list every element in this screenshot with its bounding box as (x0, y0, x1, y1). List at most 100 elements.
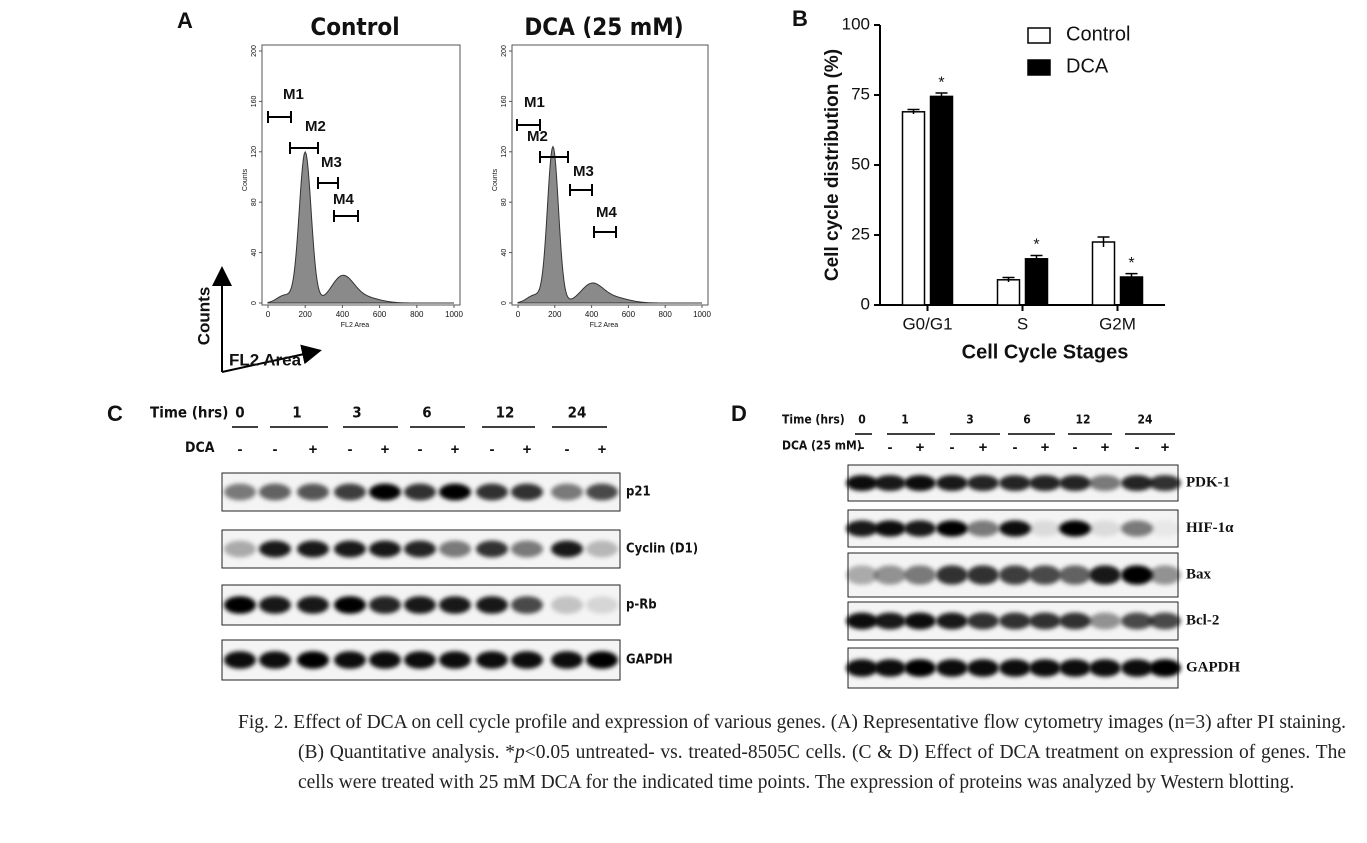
gate-marker (539, 151, 569, 163)
treatment-sign: + (381, 441, 390, 458)
y-tick-label: 120 (501, 146, 508, 158)
x-tick-label: 800 (410, 310, 424, 319)
y-tick-label: 40 (251, 249, 258, 257)
panel-label: A (177, 8, 193, 33)
y-tick-label: 25 (851, 224, 870, 243)
treatment-label: DCA (25 mM) (782, 439, 862, 453)
blot-band (511, 540, 543, 558)
legend-label: DCA (1066, 55, 1109, 77)
blot-band (1149, 565, 1181, 585)
blot-band (551, 540, 583, 558)
x-tick-label: G0/G1 (902, 314, 952, 333)
treatment-sign: - (565, 441, 570, 458)
gate-marker (333, 210, 359, 222)
blot-band (1149, 612, 1181, 630)
blot-band (904, 659, 936, 677)
significance-mark: * (1033, 237, 1039, 254)
y-tick-label: 120 (251, 146, 258, 158)
time-point: 12 (496, 404, 515, 422)
error-bar (1097, 236, 1110, 248)
x-tick-label: 0 (516, 310, 521, 319)
protein-label: GAPDH (1186, 659, 1240, 675)
x-tick-label: 600 (622, 310, 636, 319)
blot-band (511, 483, 543, 501)
time-point: 1 (292, 404, 301, 422)
blot-band (846, 475, 878, 491)
blot-band (874, 520, 906, 537)
time-label: Time (hrs) (782, 413, 845, 427)
blot-band (936, 520, 968, 537)
blot-band (874, 475, 906, 491)
y-tick-label: 0 (861, 294, 870, 313)
x-axis-label: FL2 Area (590, 322, 619, 329)
bar (1119, 276, 1144, 306)
y-tick-label: 50 (851, 154, 870, 173)
x-tick-label: 800 (659, 310, 673, 319)
plot-title: Control (310, 13, 399, 41)
blot-band (999, 659, 1031, 677)
x-tick-label: 400 (336, 310, 350, 319)
blot-band (967, 565, 999, 585)
protein-label: Bax (1186, 566, 1212, 582)
caption-text: <0.05 untreated- vs. treated-8505C cells… (298, 742, 1346, 793)
blot-band (511, 651, 543, 669)
y-tick-label: 40 (501, 249, 508, 257)
treatment-sign: + (1101, 439, 1110, 456)
blot-band (259, 540, 291, 558)
blot-band (936, 659, 968, 677)
gate-marker (593, 226, 617, 238)
x-tick-label: 400 (585, 310, 599, 319)
treatment-sign: + (1161, 439, 1170, 456)
treatment-sign: - (490, 441, 495, 458)
blot-band (1121, 612, 1153, 630)
error-bar (1002, 276, 1015, 283)
blot-band (439, 483, 471, 501)
legend-label: Control (1066, 23, 1130, 45)
treatment-sign: + (1041, 439, 1050, 456)
y-tick-label: 0 (501, 301, 508, 305)
histogram (517, 145, 702, 304)
blot-band (224, 596, 256, 614)
blot-band (846, 565, 878, 585)
caption-italic: p (515, 742, 525, 763)
blot-band (404, 651, 436, 669)
treatment-sign: - (1013, 439, 1018, 456)
gate-label: M2 (527, 128, 548, 145)
blot-band (904, 565, 936, 585)
blot-band (1149, 520, 1181, 537)
bar (929, 95, 954, 306)
treatment-sign: + (451, 441, 460, 458)
blot-band (369, 540, 401, 558)
blot-band (967, 612, 999, 630)
blot-band (439, 651, 471, 669)
blot-band (1029, 565, 1061, 585)
panel-label: D (731, 401, 747, 426)
protein-label: p21 (626, 485, 651, 500)
blot-band (904, 520, 936, 537)
blot-band (874, 612, 906, 630)
y-tick-label: 80 (501, 198, 508, 206)
y-tick-label: 160 (251, 95, 258, 107)
arrow-label: Counts (194, 287, 213, 346)
gate-label: M3 (321, 154, 342, 171)
blot-band (999, 565, 1031, 585)
blot-band (936, 612, 968, 630)
blot-band (1029, 520, 1061, 537)
gate-label: M1 (524, 94, 545, 111)
treatment-sign: + (309, 441, 318, 458)
blot-band (551, 651, 583, 669)
gate-label: M4 (596, 204, 617, 221)
x-axis-label: FL2 Area (341, 322, 370, 329)
blot-band (551, 596, 583, 614)
treatment-sign: - (348, 441, 353, 458)
protein-label: GAPDH (626, 653, 673, 668)
blot-band (1121, 659, 1153, 677)
gate-label: M3 (573, 163, 594, 180)
time-point: 24 (568, 404, 587, 422)
blot-band (1029, 475, 1061, 491)
blot-band (967, 475, 999, 491)
y-axis-label: Counts (242, 168, 249, 191)
blot-band (259, 651, 291, 669)
blot-band (1059, 520, 1091, 537)
